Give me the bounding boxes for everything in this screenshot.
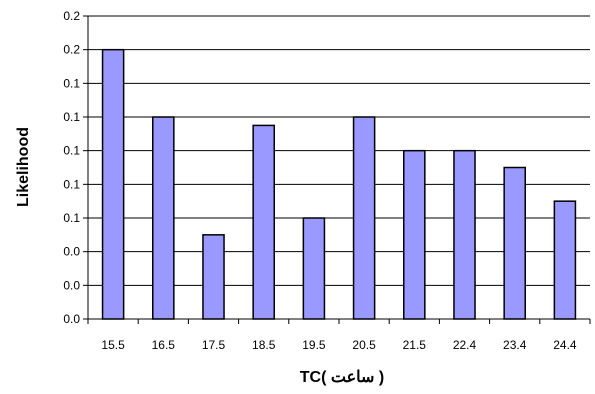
y-tick-label: 0.1 (63, 177, 80, 191)
bar (302, 217, 326, 320)
x-tick-label: 16.5 (152, 338, 176, 352)
bars (101, 48, 577, 320)
x-tick-label: 22.4 (453, 338, 477, 352)
x-tick-label: 17.5 (202, 338, 226, 352)
x-tick-label: 18.5 (252, 338, 276, 352)
bar (202, 234, 225, 320)
bar (352, 116, 376, 320)
y-tick-label: 0.0 (63, 278, 80, 292)
x-tick-label: 15.5 (101, 338, 125, 352)
x-tick-label: 24.4 (553, 338, 577, 352)
y-axis-title: Likelihood (15, 127, 32, 207)
x-tick-label: 20.5 (352, 338, 376, 352)
y-tick-label: 0.0 (63, 245, 80, 259)
y-tick-label: 0.1 (63, 110, 80, 124)
y-tick-label: 0.1 (63, 211, 80, 225)
bar (503, 166, 526, 320)
x-tick-labels: 15.5 16.5 17.5 18.5 19.5 20.5 21.5 22.4 23.4 24.4 (101, 338, 576, 352)
y-tick-label: 0.1 (63, 144, 80, 158)
y-tick-labels: 0.0 0.0 0.0 0.1 0.1 0.1 0.1 0.1 0.2 0.2 (63, 9, 80, 326)
x-tick-label: 19.5 (302, 338, 326, 352)
x-tick-label: 21.5 (403, 338, 427, 352)
bar (152, 116, 175, 320)
bar (252, 124, 275, 320)
y-tick-label: 0.2 (63, 43, 80, 57)
x-axis-title: TC( ساعت ) (300, 369, 384, 386)
x-tick-label: 23.4 (503, 338, 527, 352)
bar (403, 149, 426, 320)
bar (553, 200, 577, 320)
bar (453, 149, 476, 320)
bar (101, 48, 125, 320)
axes (83, 15, 591, 324)
y-tick-label: 0.2 (63, 9, 80, 23)
y-tick-label: 0.1 (63, 76, 80, 90)
y-tick-label: 0.0 (63, 312, 80, 326)
